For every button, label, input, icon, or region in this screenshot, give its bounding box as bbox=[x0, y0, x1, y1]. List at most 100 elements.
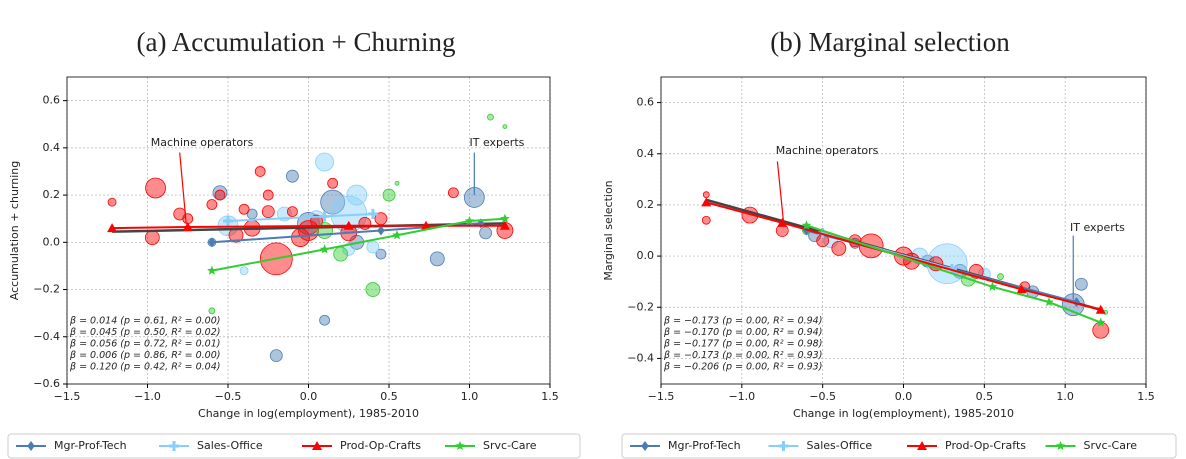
x-tick-label: −0.5 bbox=[215, 390, 242, 403]
fit-marker bbox=[499, 220, 510, 230]
scatter-point bbox=[479, 226, 493, 240]
scatter-point bbox=[107, 197, 117, 207]
scatter-point bbox=[502, 124, 508, 129]
scatter-point bbox=[831, 241, 847, 256]
scatter-point bbox=[144, 230, 160, 245]
fit-marker bbox=[208, 237, 216, 248]
fit-marker bbox=[343, 220, 354, 230]
axes-frame bbox=[66, 76, 551, 385]
annotation-arrow bbox=[776, 161, 785, 226]
y-tick-label: −0.4 bbox=[627, 351, 654, 364]
stat-label: β = 0.056 (p = 0.72, R² = 0.01) bbox=[69, 339, 220, 350]
scatter-point bbox=[327, 177, 339, 189]
scatter-point bbox=[374, 212, 388, 226]
x-axis-label: Change in log(employment), 1985-2010 bbox=[198, 407, 419, 420]
legend-frame bbox=[7, 433, 581, 459]
scatter-point bbox=[487, 113, 494, 121]
y-tick-label: 0.6 bbox=[43, 94, 61, 107]
x-tick-label: −0.5 bbox=[809, 390, 836, 403]
scatter-point bbox=[206, 199, 218, 210]
legend-marker bbox=[455, 441, 465, 451]
legend-label: Mgr-Prof-Tech bbox=[668, 439, 741, 452]
stat-label: β = −0.173 (p = 0.00, R² = 0.93) bbox=[663, 350, 822, 361]
fit-marker bbox=[777, 217, 788, 227]
scatter-point bbox=[319, 314, 331, 326]
y-tick-label: −0.4 bbox=[33, 330, 60, 343]
scatter-point bbox=[382, 188, 396, 202]
panel-title: (b) Marginal selection bbox=[770, 27, 1010, 57]
stat-label: β = 0.014 (p = 0.61, R² = 0.00) bbox=[69, 316, 220, 327]
annotation-arrow bbox=[179, 152, 187, 224]
x-tick-label: 0.0 bbox=[895, 390, 913, 403]
legend-marker bbox=[917, 441, 927, 450]
legend-marker bbox=[1055, 441, 1066, 451]
fit-marker bbox=[464, 216, 475, 226]
legend-marker bbox=[312, 441, 322, 450]
annotation: IT experts bbox=[1070, 221, 1125, 234]
legend-label: Sales-Office bbox=[197, 439, 263, 452]
scatter-point bbox=[261, 205, 275, 219]
scatter-point bbox=[365, 282, 381, 297]
y-tick-label: 0.0 bbox=[43, 235, 61, 248]
scatter-point bbox=[239, 266, 249, 276]
scatter-point bbox=[320, 189, 346, 215]
y-tick-label: 0.2 bbox=[43, 188, 61, 201]
legend-marker bbox=[778, 441, 789, 451]
stat-label: β = −0.206 (p = 0.00, R² = 0.93) bbox=[663, 362, 822, 373]
legend-marker bbox=[27, 441, 35, 451]
annotation: Machine operators bbox=[776, 144, 879, 157]
stat-label: β = −0.170 (p = 0.00, R² = 0.94) bbox=[663, 327, 822, 338]
fit-marker bbox=[701, 197, 712, 207]
scatter-point bbox=[254, 166, 266, 177]
y-tick-label: 0.4 bbox=[637, 147, 655, 160]
annotation: IT experts bbox=[470, 136, 525, 149]
scatter-point bbox=[285, 169, 299, 183]
y-tick-label: −0.2 bbox=[33, 283, 60, 296]
legend-marker bbox=[169, 441, 179, 451]
scatter-point bbox=[208, 307, 216, 315]
fit-line bbox=[806, 224, 1102, 324]
fit-marker bbox=[223, 216, 233, 227]
panel-title: (a) Accumulation + Churning bbox=[137, 27, 456, 57]
fit-marker bbox=[392, 230, 402, 240]
stat-label: β = 0.006 (p = 0.86, R² = 0.00) bbox=[69, 350, 220, 361]
plot-area bbox=[701, 191, 1110, 339]
fit-marker bbox=[947, 263, 957, 274]
scatter-point bbox=[214, 189, 226, 201]
scatter-point bbox=[333, 246, 349, 262]
x-tick-label: −1.5 bbox=[648, 390, 675, 403]
scatter-point bbox=[429, 251, 445, 267]
fit-marker bbox=[182, 221, 193, 231]
scatter-point bbox=[145, 177, 166, 199]
scatter-point bbox=[346, 184, 368, 206]
scatter-point bbox=[997, 273, 1004, 280]
x-tick-label: 1.5 bbox=[541, 390, 559, 403]
scatter-point bbox=[316, 222, 334, 239]
y-axis-label: Marginal selection bbox=[602, 180, 615, 280]
fit-marker bbox=[421, 220, 432, 230]
y-tick-label: 0.0 bbox=[637, 249, 655, 262]
stat-label: β = 0.045 (p = 0.50, R² = 0.02) bbox=[69, 327, 220, 338]
x-tick-label: −1.5 bbox=[54, 390, 81, 403]
x-tick-label: 1.5 bbox=[1137, 390, 1155, 403]
scatter-point bbox=[269, 349, 283, 363]
scatter-point bbox=[238, 203, 250, 215]
axes-frame bbox=[660, 76, 1147, 385]
x-axis-label: Change in log(employment), 1985-2010 bbox=[793, 407, 1014, 420]
fit-marker bbox=[1095, 317, 1106, 327]
x-tick-label: 0.5 bbox=[976, 390, 994, 403]
legend-label: Srvc-Care bbox=[1084, 439, 1138, 452]
scatter-point bbox=[315, 152, 335, 172]
fit-marker bbox=[207, 265, 217, 275]
fit-marker bbox=[319, 211, 330, 222]
y-tick-label: 0.4 bbox=[43, 141, 61, 154]
legend-label: Sales-Office bbox=[807, 439, 873, 452]
annotation: Machine operators bbox=[151, 136, 254, 149]
fit-marker bbox=[107, 223, 118, 233]
scatter-point bbox=[375, 248, 387, 260]
scatter-point bbox=[1074, 277, 1088, 291]
x-tick-label: 1.0 bbox=[461, 390, 479, 403]
plot-area bbox=[107, 113, 514, 363]
legend-label: Prod-Op-Crafts bbox=[945, 439, 1026, 452]
fit-marker bbox=[987, 281, 998, 291]
